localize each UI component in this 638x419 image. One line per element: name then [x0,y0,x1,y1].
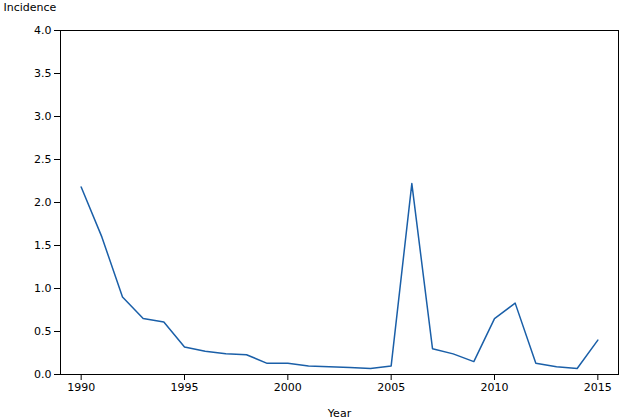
svg-text:3.5: 3.5 [34,67,52,80]
svg-text:1995: 1995 [171,381,199,394]
svg-text:2015: 2015 [584,381,612,394]
svg-text:4.0: 4.0 [34,24,52,37]
svg-text:0.5: 0.5 [34,325,52,338]
svg-text:1.0: 1.0 [34,282,52,295]
svg-text:0.0: 0.0 [34,368,52,381]
svg-text:2005: 2005 [377,381,405,394]
svg-text:2010: 2010 [481,381,509,394]
svg-text:2.0: 2.0 [34,196,52,209]
svg-text:2.5: 2.5 [34,153,52,166]
svg-text:Incidence: Incidence [4,1,57,14]
svg-text:2000: 2000 [274,381,302,394]
svg-text:1990: 1990 [67,381,95,394]
svg-text:3.0: 3.0 [34,110,52,123]
svg-text:Year: Year [327,407,352,419]
svg-text:1.5: 1.5 [34,239,52,252]
